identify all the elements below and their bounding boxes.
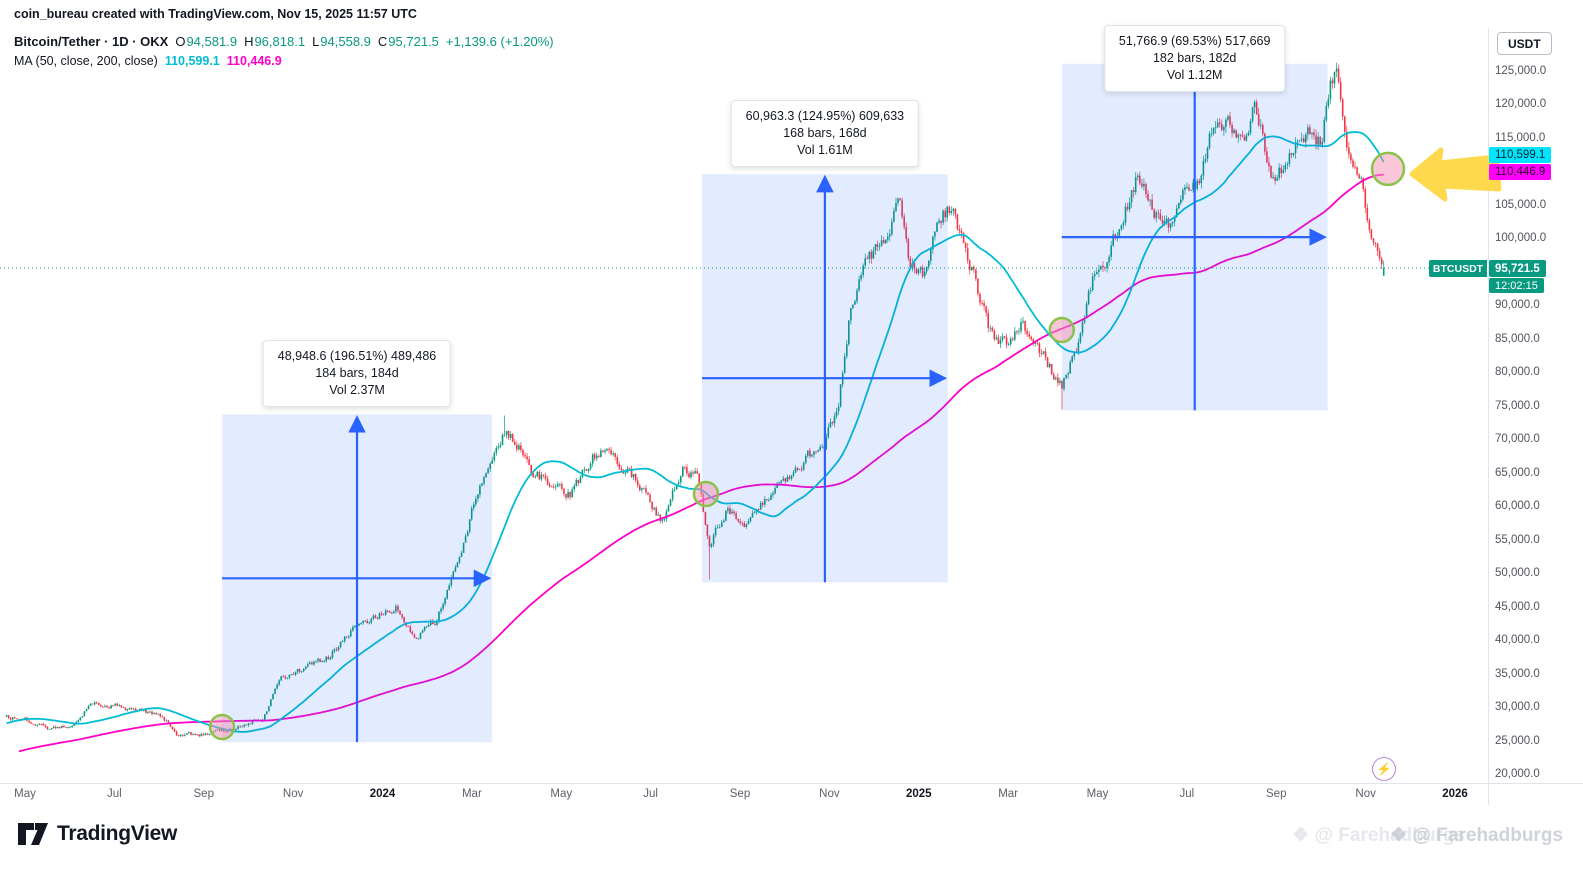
open-value: 94,581.9 — [186, 34, 238, 49]
ma50-value: 110,599.1 — [164, 53, 220, 68]
measurement-label-line: 168 bars, 168d — [783, 126, 867, 141]
tradingview-logo-text: TradingView — [57, 822, 178, 845]
high-label: H — [244, 34, 254, 49]
symbol-price-tag: BTCUSDT — [1429, 260, 1487, 277]
symbol-title[interactable]: Bitcoin/Tether · 1D · OKX — [14, 34, 169, 49]
measurement-label-line: Vol 1.12M — [1166, 68, 1223, 82]
time-axis-separator — [0, 783, 1583, 784]
time-tick-label: Nov — [282, 788, 304, 800]
tradingview-logo[interactable]: TradingView — [18, 822, 177, 846]
time-tick-label: Sep — [729, 788, 751, 800]
price-tick-label: 20,000.0 — [1495, 768, 1540, 780]
time-tick-label: Nov — [819, 788, 840, 800]
price-tick-label: 40,000.0 — [1495, 634, 1540, 647]
price-tick-label: 50,000.0 — [1495, 567, 1540, 580]
ma50-price-label: 110,599.1 — [1489, 147, 1552, 163]
cross-marker[interactable] — [692, 480, 720, 508]
change-value: +1,139.6 (+1.20%) — [445, 34, 554, 49]
measurement-label-line: 51,766.9 (69.53%) 517,669 — [1118, 34, 1271, 48]
ma200-value: 110,446.9 — [226, 53, 282, 68]
time-tick-label: May — [14, 788, 36, 800]
time-tick-label: Jul — [107, 788, 122, 800]
time-tick-label: May — [1086, 788, 1109, 800]
measurement-label[interactable]: 48,948.6 (196.51%) 489,486 184 bars, 184d… — [262, 340, 452, 408]
price-tick-label: 85,000.0 — [1495, 332, 1540, 345]
author-watermark-text-2: @ Farehadburgs — [1314, 825, 1466, 846]
price-tick-label: 70,000.0 — [1495, 433, 1540, 446]
high-value: 96,818.1 — [254, 34, 306, 49]
author-watermark: ❖ @ Farehadburgs — [1390, 824, 1563, 847]
ohlc-low: L94,558.9 — [312, 34, 371, 49]
time-tick-label: Jul — [1179, 788, 1195, 800]
time-axis[interactable]: May Jul Sep Nov 2024 Mar May Jul Sep Nov 2025 Mar Ma… — [0, 784, 1583, 805]
time-tick-label: 2024 — [369, 788, 396, 800]
measurement-label-line: 48,948.6 (196.51%) 489,486 — [277, 349, 437, 364]
price-tick-label: 90,000.0 — [1495, 299, 1540, 312]
flash-icon[interactable]: ⚡ — [1372, 757, 1396, 781]
measurement-label-line: Vol 2.37M — [329, 383, 385, 398]
measurement-label-line: 60,963.3 (124.95%) 609,633 — [745, 109, 905, 124]
price-tick-label: 30,000.0 — [1495, 701, 1540, 714]
measurement-label-line: 184 bars, 184d — [315, 366, 399, 381]
price-tick-label: 80,000.0 — [1495, 366, 1540, 379]
ma-indicator-label[interactable]: MA (50, close, 200, close) — [14, 53, 158, 68]
ohlc-open: O94,581.9 — [175, 34, 237, 49]
author-watermark-shadow: ❖ @ Farehadburgs — [1292, 824, 1465, 847]
price-tick-label: 35,000.0 — [1495, 667, 1540, 680]
price-tick-label: 125,000.0 — [1495, 65, 1547, 77]
diamond-icon: ❖ — [1390, 825, 1408, 846]
time-tick-label: May — [550, 788, 573, 800]
ma200-price-label: 110,446.9 — [1489, 164, 1552, 180]
bar-countdown-label: 12:02:15 — [1489, 278, 1544, 293]
measurement-label-line: Vol 1.61M — [797, 143, 853, 158]
open-label: O — [175, 34, 186, 49]
last-price-label: 95,721.5 — [1489, 260, 1546, 277]
time-tick-label: Nov — [1355, 788, 1376, 800]
creator-watermark: coin_bureau created with TradingView.com… — [14, 7, 417, 21]
low-label: L — [312, 34, 320, 49]
price-tick-label: 75,000.0 — [1495, 399, 1540, 412]
author-watermark-text: @ Farehadburgs — [1412, 825, 1564, 846]
time-tick-label: 2025 — [905, 788, 932, 800]
time-tick-label: Mar — [998, 788, 1019, 800]
price-tick-label: 55,000.0 — [1495, 533, 1540, 546]
currency-unit-button[interactable]: USDT — [1497, 32, 1552, 55]
price-tick-label: 105,000.0 — [1495, 198, 1547, 211]
ohlc-close: C95,721.5 — [378, 34, 439, 49]
cross-marker[interactable] — [208, 713, 236, 741]
cross-marker[interactable] — [1048, 316, 1076, 344]
legend-ma-row: MA (50, close, 200, close) 110,599.1 110… — [14, 51, 554, 70]
price-tick-label: 60,000.0 — [1495, 500, 1540, 513]
price-tick-label: 120,000.0 — [1495, 98, 1547, 111]
price-tick-label: 65,000.0 — [1495, 466, 1540, 479]
price-tick-label: 45,000.0 — [1495, 600, 1540, 613]
time-tick-label: Jul — [643, 788, 658, 800]
time-tick-label: Sep — [1266, 788, 1287, 800]
ohlc-high: H96,818.1 — [244, 34, 305, 49]
diamond-icon: ❖ — [1292, 825, 1310, 846]
time-tick-label: Mar — [461, 788, 482, 800]
low-value: 94,558.9 — [320, 34, 371, 49]
measurement-label[interactable]: 51,766.9 (69.53%) 517,669 182 bars, 182d V… — [1103, 25, 1286, 92]
time-tick-label: 2026 — [1442, 788, 1468, 800]
close-value: 95,721.5 — [388, 34, 439, 49]
tradingview-logo-icon — [18, 823, 48, 845]
price-tick-label: 100,000.0 — [1495, 232, 1547, 245]
measurement-label-line: 182 bars, 182d — [1152, 51, 1237, 65]
price-tick-label: 115,000.0 — [1495, 131, 1546, 144]
cross-marker[interactable] — [1370, 151, 1406, 187]
chart-legend: Bitcoin/Tether · 1D · OKX O94,581.9 H96,… — [14, 32, 554, 70]
close-label: C — [377, 34, 388, 49]
price-axis-separator — [1488, 28, 1489, 805]
legend-symbol-row: Bitcoin/Tether · 1D · OKX O94,581.9 H96,… — [14, 32, 554, 51]
price-tick-label: 25,000.0 — [1495, 734, 1540, 747]
time-tick-label: Sep — [193, 788, 214, 800]
highlight-arrow[interactable] — [1409, 147, 1502, 202]
measurement-label[interactable]: 60,963.3 (124.95%) 609,633 168 bars, 168d… — [730, 100, 920, 168]
